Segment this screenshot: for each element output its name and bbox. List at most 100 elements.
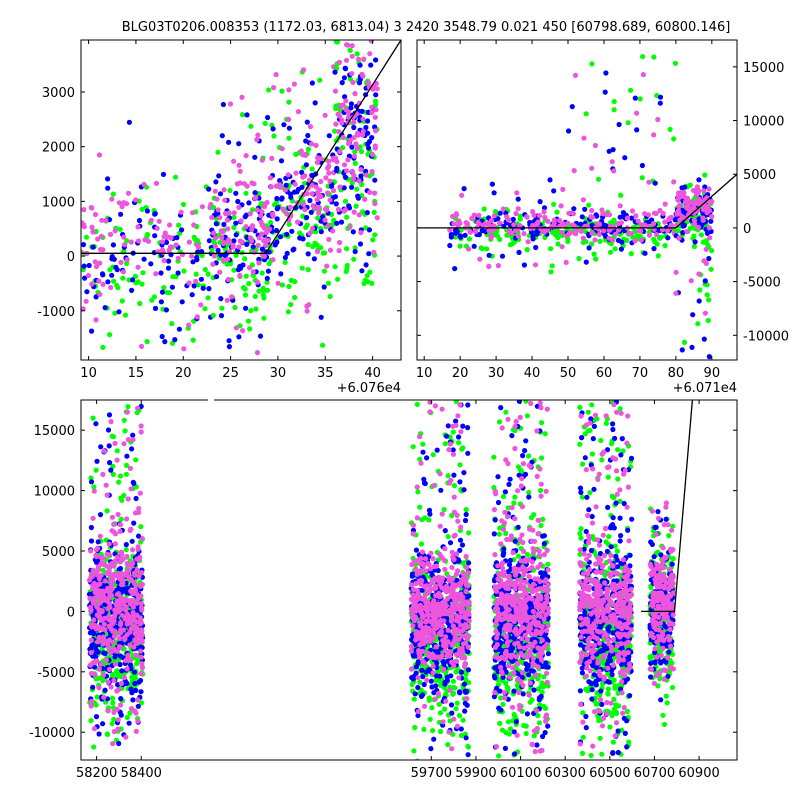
point-green	[611, 217, 617, 223]
point-green	[122, 428, 128, 434]
point-pink	[109, 514, 115, 520]
point-pink	[457, 402, 463, 408]
point-pink	[178, 209, 184, 215]
point-blue	[112, 654, 118, 660]
point-blue	[189, 292, 195, 298]
point-green	[539, 420, 545, 426]
point-pink	[466, 246, 472, 252]
point-pink	[420, 658, 426, 665]
point-blue	[131, 480, 137, 486]
point-pink	[677, 217, 683, 223]
point-blue	[465, 667, 471, 673]
point-green	[327, 293, 333, 299]
point-blue	[90, 244, 96, 250]
point-green	[340, 145, 346, 151]
point-pink	[153, 271, 159, 277]
point-blue	[368, 62, 374, 68]
point-pink	[460, 641, 466, 647]
point-green	[354, 51, 360, 57]
point-blue	[541, 205, 548, 211]
point-pink	[224, 297, 230, 303]
point-pink	[130, 598, 136, 604]
point-blue	[278, 158, 285, 164]
point-blue	[90, 684, 96, 690]
point-pink	[454, 512, 460, 519]
point-blue	[464, 702, 470, 708]
x-tick-label: 15	[128, 366, 145, 381]
point-green	[529, 697, 535, 703]
point-pink	[261, 225, 267, 231]
point-blue	[312, 100, 318, 106]
point-pink	[464, 564, 470, 571]
point-blue	[213, 274, 220, 280]
point-pink	[551, 217, 558, 223]
point-pink	[465, 608, 472, 614]
point-green	[426, 697, 432, 703]
point-pink	[255, 132, 261, 138]
point-pink	[373, 107, 379, 113]
point-green	[91, 484, 97, 490]
point-blue	[338, 219, 345, 225]
point-pink	[128, 588, 134, 594]
point-pink	[175, 255, 181, 261]
point-green	[243, 190, 249, 196]
point-blue	[172, 337, 178, 343]
point-green	[667, 126, 673, 132]
point-blue	[176, 326, 182, 332]
point-blue	[372, 177, 378, 183]
point-pink	[135, 264, 141, 270]
point-pink	[410, 522, 417, 528]
point-pink	[243, 224, 249, 230]
point-pink	[438, 655, 444, 661]
point-green	[539, 680, 545, 686]
point-pink	[119, 204, 125, 210]
point-blue	[523, 438, 529, 444]
point-pink	[167, 222, 173, 228]
point-pink	[129, 547, 136, 553]
point-pink	[259, 231, 265, 237]
point-blue	[465, 402, 471, 408]
point-pink	[676, 235, 682, 241]
point-pink	[314, 196, 320, 203]
point-green	[282, 259, 288, 265]
point-green	[591, 251, 597, 257]
point-pink	[446, 447, 452, 453]
point-blue	[179, 227, 185, 233]
point-green	[625, 120, 631, 126]
point-pink	[323, 175, 329, 181]
point-green	[457, 243, 463, 249]
point-pink	[441, 618, 447, 624]
point-pink	[435, 690, 441, 697]
point-pink	[310, 203, 316, 209]
point-blue	[448, 231, 454, 237]
point-pink	[181, 346, 187, 352]
point-pink	[269, 155, 275, 161]
point-blue	[129, 538, 135, 544]
point-blue	[129, 277, 136, 283]
point-pink	[305, 185, 311, 191]
point-blue	[566, 128, 572, 134]
point-pink	[128, 706, 135, 712]
point-pink	[327, 197, 333, 203]
point-green	[322, 250, 328, 256]
point-pink	[186, 239, 192, 245]
point-blue	[129, 690, 135, 696]
point-pink	[106, 541, 112, 547]
point-pink	[259, 209, 265, 215]
point-pink	[225, 256, 231, 262]
point-blue	[96, 731, 102, 737]
point-green	[637, 96, 643, 102]
point-blue	[463, 689, 469, 695]
point-green	[429, 705, 435, 711]
point-green	[202, 266, 208, 273]
point-green	[607, 249, 614, 255]
point-pink	[247, 211, 253, 217]
point-pink	[125, 652, 131, 658]
point-green	[412, 724, 418, 731]
point-green	[422, 515, 428, 521]
point-pink	[464, 696, 470, 702]
point-pink	[89, 224, 95, 230]
point-blue	[461, 470, 467, 476]
point-pink	[415, 675, 421, 681]
point-pink	[629, 208, 636, 214]
